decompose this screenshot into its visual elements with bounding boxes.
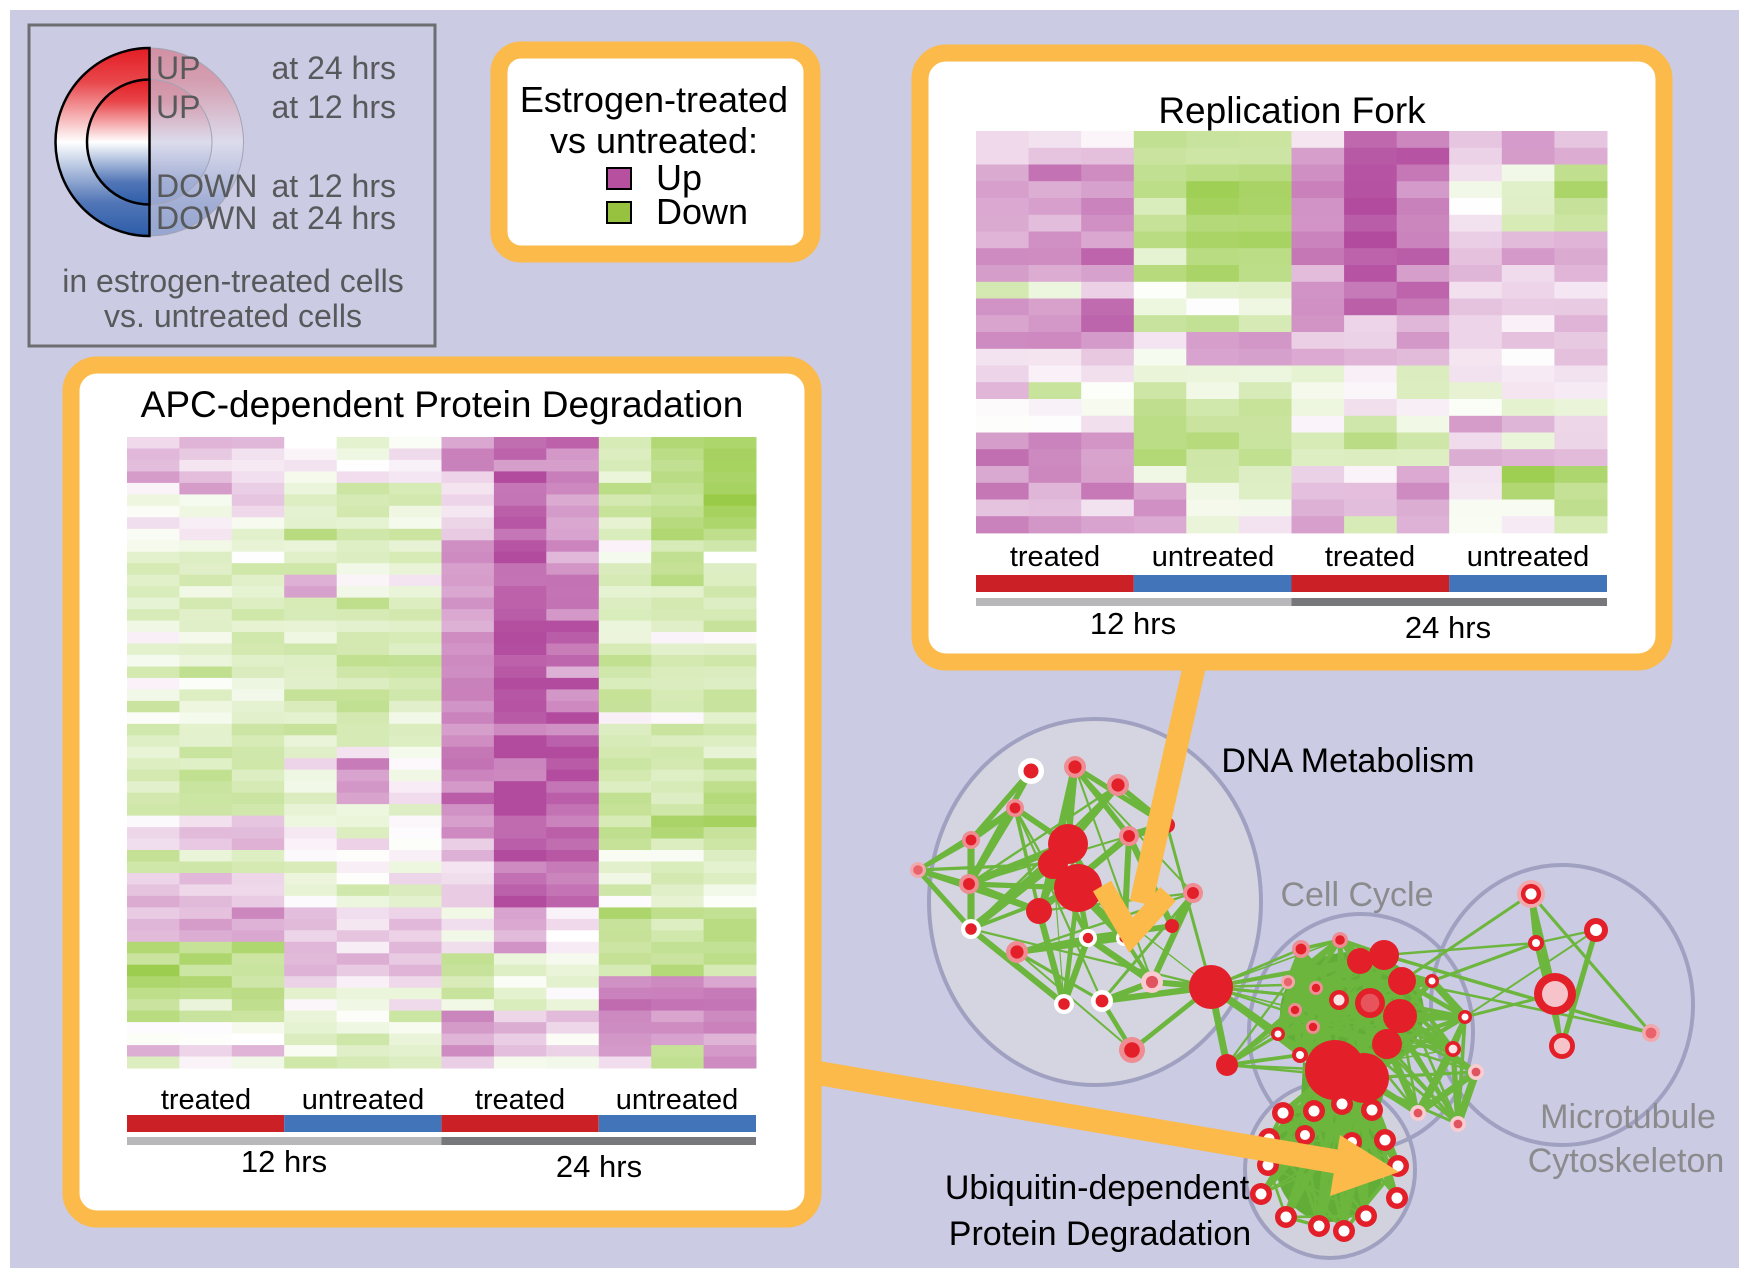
svg-text:at 24 hrs: at 24 hrs [271, 50, 396, 86]
svg-text:UP: UP [156, 89, 200, 125]
svg-text:Protein Degradation: Protein Degradation [949, 1215, 1251, 1253]
svg-text:Replication Fork: Replication Fork [1158, 90, 1426, 131]
svg-text:APC-dependent Protein Degradat: APC-dependent Protein Degradation [141, 384, 744, 425]
svg-text:Up: Up [656, 157, 702, 198]
svg-text:treated: treated [475, 1084, 565, 1116]
svg-text:DNA Metabolism: DNA Metabolism [1221, 742, 1474, 780]
svg-text:24 hrs: 24 hrs [1405, 610, 1491, 645]
svg-text:Down: Down [656, 191, 748, 232]
svg-text:in estrogen-treated cells: in estrogen-treated cells [62, 263, 404, 299]
svg-text:DOWN: DOWN [156, 200, 257, 236]
svg-text:untreated: untreated [616, 1084, 739, 1116]
svg-text:24 hrs: 24 hrs [556, 1149, 642, 1184]
svg-text:Ubiquitin-dependent: Ubiquitin-dependent [945, 1169, 1250, 1207]
svg-text:untreated: untreated [302, 1084, 425, 1116]
svg-text:at 12 hrs: at 12 hrs [271, 89, 396, 125]
svg-text:DOWN: DOWN [156, 168, 257, 204]
svg-text:Cytoskeleton: Cytoskeleton [1528, 1142, 1725, 1180]
svg-text:Estrogen-treated: Estrogen-treated [520, 79, 788, 120]
svg-text:12 hrs: 12 hrs [241, 1144, 327, 1179]
svg-text:at 24 hrs: at 24 hrs [271, 200, 396, 236]
svg-text:12 hrs: 12 hrs [1090, 606, 1176, 641]
svg-text:Microtubule: Microtubule [1540, 1098, 1716, 1136]
svg-text:treated: treated [161, 1084, 251, 1116]
svg-text:untreated: untreated [1467, 541, 1590, 573]
svg-text:untreated: untreated [1152, 541, 1275, 573]
svg-text:treated: treated [1325, 541, 1415, 573]
svg-text:vs untreated:: vs untreated: [550, 120, 758, 161]
svg-text:Cell Cycle: Cell Cycle [1280, 876, 1433, 914]
svg-text:vs. untreated cells: vs. untreated cells [104, 298, 362, 334]
svg-text:UP: UP [156, 50, 200, 86]
svg-text:treated: treated [1010, 541, 1100, 573]
svg-text:at 12 hrs: at 12 hrs [271, 168, 396, 204]
